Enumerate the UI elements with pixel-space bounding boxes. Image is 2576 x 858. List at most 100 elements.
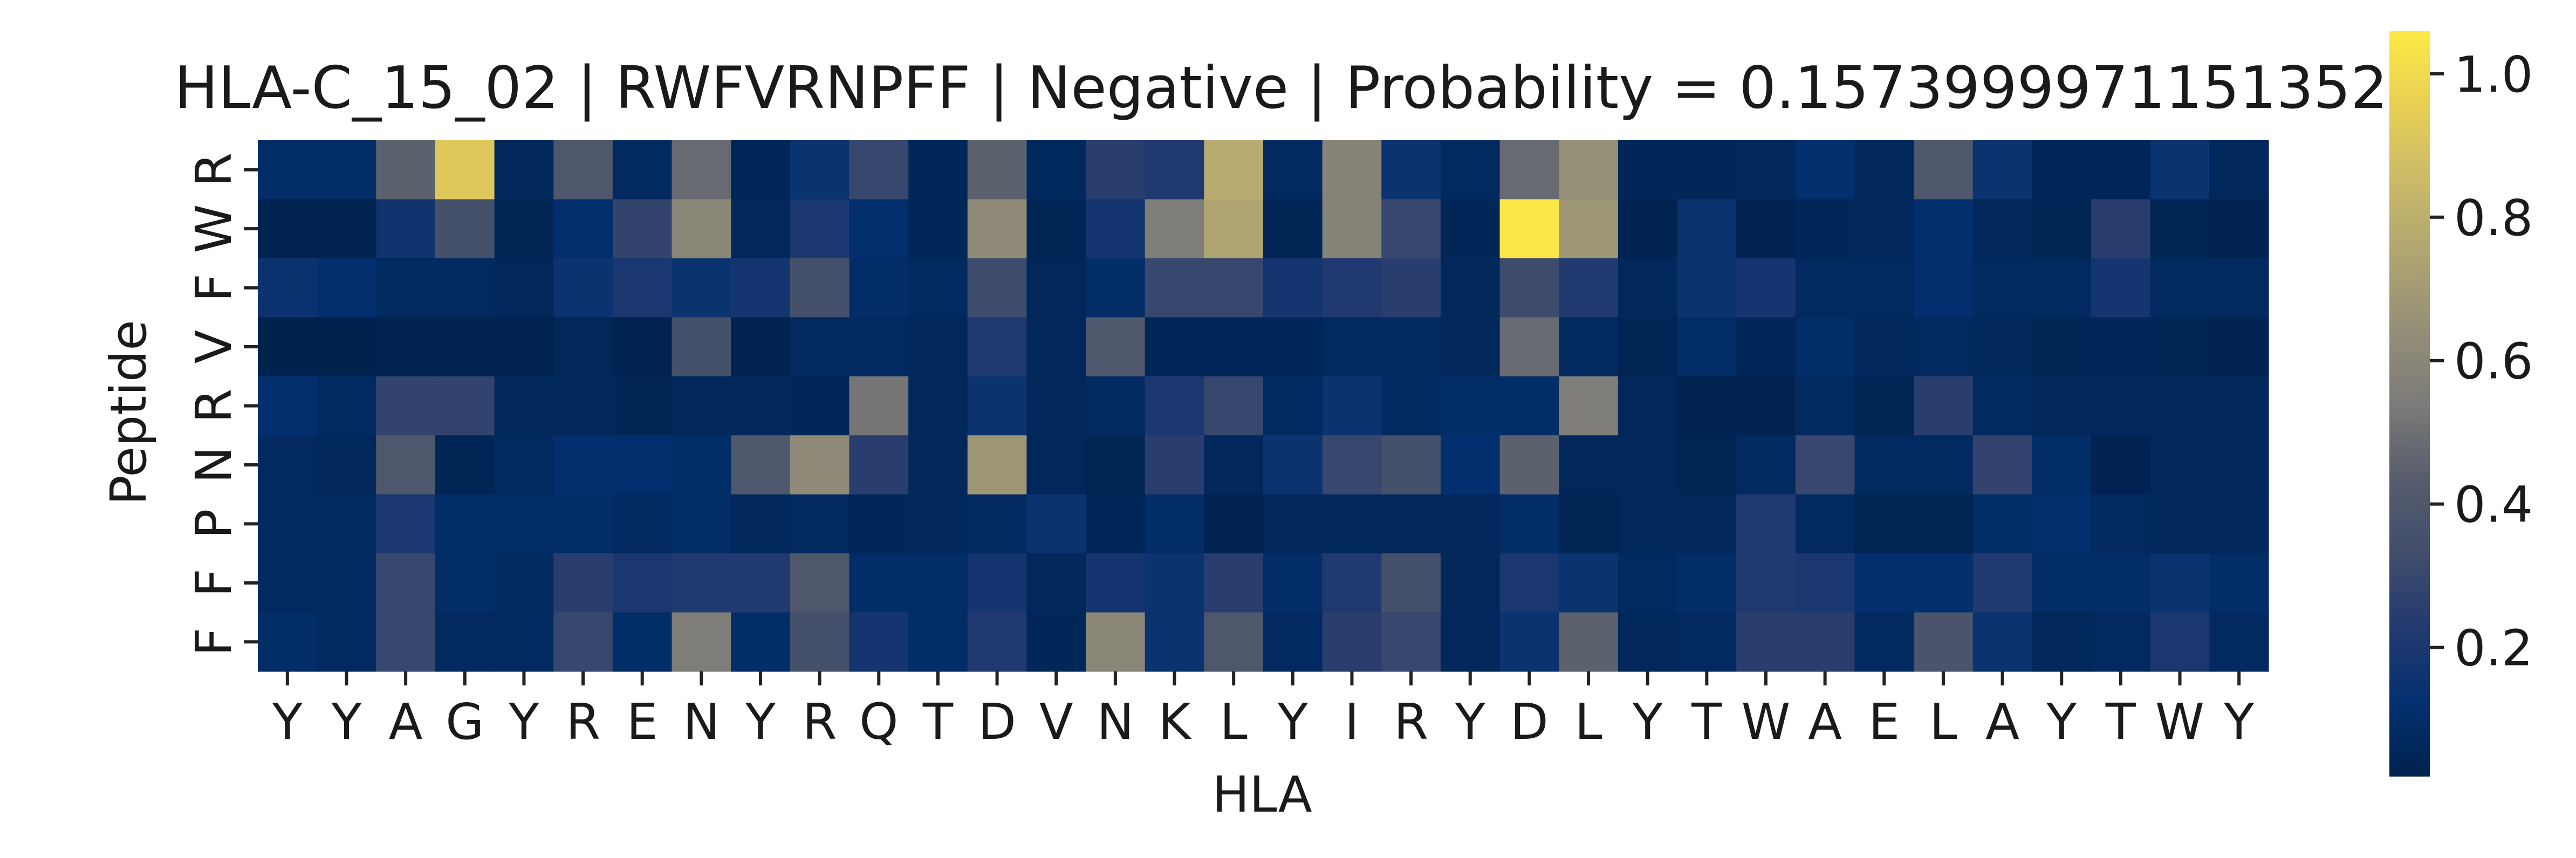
heatmap-cell-r8-c31 bbox=[2091, 612, 2151, 672]
heatmap-cell-r6-c4 bbox=[494, 494, 554, 554]
heatmap-cell-r2-c24 bbox=[1677, 258, 1737, 318]
heatmap-cell-r8-c20 bbox=[1440, 612, 1501, 672]
heatmap-cell-r2-c7 bbox=[672, 258, 731, 318]
heatmap-cell-r3-c3 bbox=[435, 317, 495, 377]
heatmap-cell-r1-c29 bbox=[1972, 199, 2033, 259]
colorbar-tick-label: 0.4 bbox=[2454, 476, 2533, 534]
heatmap-cell-r1-c33 bbox=[2209, 199, 2269, 259]
heatmap-cell-r5-c17 bbox=[1263, 435, 1323, 495]
heatmap-cell-r6-c29 bbox=[1972, 494, 2033, 554]
heatmap-cell-r8-c5 bbox=[553, 612, 613, 672]
heatmap-cell-r3-c13 bbox=[1026, 317, 1086, 377]
x-tick-label: Y bbox=[508, 693, 539, 751]
heatmap-cell-r1-c31 bbox=[2091, 199, 2151, 259]
heatmap-cell-r1-c12 bbox=[967, 199, 1027, 259]
x-tick-label: R bbox=[803, 693, 837, 751]
heatmap-cell-r1-c13 bbox=[1026, 199, 1086, 259]
heatmap-cell-r0-c5 bbox=[553, 140, 613, 200]
heatmap-cell-r6-c24 bbox=[1677, 494, 1737, 554]
heatmap-cell-r7-c26 bbox=[1795, 553, 1855, 613]
heatmap-cell-r2-c18 bbox=[1322, 258, 1382, 318]
heatmap-cell-r4-c22 bbox=[1559, 376, 1619, 436]
heatmap-cell-r5-c13 bbox=[1026, 435, 1086, 495]
y-tick-label: P bbox=[185, 509, 243, 539]
heatmap-cell-r1-c20 bbox=[1440, 199, 1501, 259]
heatmap-cell-r2-c14 bbox=[1086, 258, 1146, 318]
heatmap-cell-r4-c14 bbox=[1086, 376, 1146, 436]
heatmap-cell-r0-c3 bbox=[435, 140, 495, 200]
heatmap-cell-r0-c15 bbox=[1145, 140, 1204, 200]
heatmap-cell-r3-c10 bbox=[849, 317, 909, 377]
heatmap-cell-r7-c7 bbox=[672, 553, 731, 613]
heatmap-cell-r3-c23 bbox=[1618, 317, 1678, 377]
heatmap-cell-r3-c16 bbox=[1204, 317, 1264, 377]
heatmap-cell-r7-c9 bbox=[790, 553, 850, 613]
heatmap-cell-r0-c18 bbox=[1322, 140, 1382, 200]
heatmap-cell-r3-c28 bbox=[1914, 317, 1974, 377]
heatmap-cell-r5-c18 bbox=[1322, 435, 1382, 495]
heatmap-cell-r4-c23 bbox=[1618, 376, 1678, 436]
heatmap-cell-r8-c27 bbox=[1854, 612, 1914, 672]
heatmap-cell-r0-c1 bbox=[317, 140, 376, 200]
heatmap-cell-r4-c17 bbox=[1263, 376, 1323, 436]
heatmap-cell-r8-c11 bbox=[908, 612, 968, 672]
heatmap-cell-r4-c15 bbox=[1145, 376, 1204, 436]
heatmap-cell-r1-c28 bbox=[1914, 199, 1974, 259]
x-tick-label: D bbox=[1510, 693, 1549, 751]
heatmap-cell-r2-c4 bbox=[494, 258, 554, 318]
heatmap-cell-r2-c13 bbox=[1026, 258, 1086, 318]
heatmap-cell-r0-c30 bbox=[2032, 140, 2092, 200]
heatmap-cell-r0-c16 bbox=[1204, 140, 1264, 200]
heatmap-cell-r3-c19 bbox=[1381, 317, 1441, 377]
heatmap-cell-r3-c7 bbox=[672, 317, 731, 377]
heatmap-cell-r5-c6 bbox=[612, 435, 673, 495]
heatmap-cell-r5-c11 bbox=[908, 435, 968, 495]
heatmap-cell-r5-c27 bbox=[1854, 435, 1914, 495]
heatmap-cell-r3-c17 bbox=[1263, 317, 1323, 377]
heatmap-cell-r7-c8 bbox=[731, 553, 791, 613]
heatmap-cell-r4-c31 bbox=[2091, 376, 2151, 436]
heatmap-cell-r1-c18 bbox=[1322, 199, 1382, 259]
heatmap-cell-r5-c28 bbox=[1914, 435, 1974, 495]
heatmap-cell-r6-c13 bbox=[1026, 494, 1086, 554]
heatmap-cell-r6-c31 bbox=[2091, 494, 2151, 554]
heatmap-cell-r5-c14 bbox=[1086, 435, 1146, 495]
heatmap-cell-r8-c21 bbox=[1499, 612, 1559, 672]
heatmap-cell-r4-c30 bbox=[2032, 376, 2092, 436]
y-tick-label: V bbox=[185, 330, 243, 364]
heatmap-cell-r6-c32 bbox=[2150, 494, 2210, 554]
colorbar-ticks: 0.2 0.4 0.6 0.8 1.0 bbox=[2430, 46, 2533, 677]
heatmap-cell-r7-c4 bbox=[494, 553, 554, 613]
heatmap-cell-r1-c25 bbox=[1736, 199, 1796, 259]
heatmap-cell-r0-c33 bbox=[2209, 140, 2269, 200]
heatmap-cell-r5-c10 bbox=[849, 435, 909, 495]
x-tick-label: Y bbox=[1277, 693, 1308, 751]
heatmap-cell-r3-c24 bbox=[1677, 317, 1737, 377]
heatmap-cell-r1-c32 bbox=[2150, 199, 2210, 259]
heatmap-cell-r1-c24 bbox=[1677, 199, 1737, 259]
heatmap-cell-r1-c9 bbox=[790, 199, 850, 259]
heatmap-cell-r4-c21 bbox=[1499, 376, 1559, 436]
heatmap-cell-r8-c14 bbox=[1086, 612, 1146, 672]
x-tick-label: L bbox=[1220, 693, 1248, 751]
heatmap-cell-r8-c2 bbox=[376, 612, 436, 672]
heatmap-cell-r8-c15 bbox=[1145, 612, 1204, 672]
x-tick-label: K bbox=[1158, 693, 1192, 751]
heatmap-cell-r4-c33 bbox=[2209, 376, 2269, 436]
heatmap-cell-r5-c15 bbox=[1145, 435, 1204, 495]
heatmap-cell-r5-c9 bbox=[790, 435, 850, 495]
heatmap-cell-r3-c9 bbox=[790, 317, 850, 377]
heatmap-cell-r1-c2 bbox=[376, 199, 436, 259]
heatmap-cell-r3-c14 bbox=[1086, 317, 1146, 377]
heatmap-cell-r2-c10 bbox=[849, 258, 909, 318]
y-tick-label: W bbox=[185, 204, 243, 253]
x-tick-label: V bbox=[1039, 693, 1073, 751]
heatmap-cell-r4-c6 bbox=[612, 376, 673, 436]
heatmap-cell-r7-c28 bbox=[1914, 553, 1974, 613]
heatmap-cell-r0-c12 bbox=[967, 140, 1027, 200]
heatmap-cell-r7-c23 bbox=[1618, 553, 1678, 613]
heatmap-cell-r8-c23 bbox=[1618, 612, 1678, 672]
heatmap-cell-r4-c10 bbox=[849, 376, 909, 436]
heatmap-cell-r0-c19 bbox=[1381, 140, 1441, 200]
heatmap-cell-r0-c28 bbox=[1914, 140, 1974, 200]
